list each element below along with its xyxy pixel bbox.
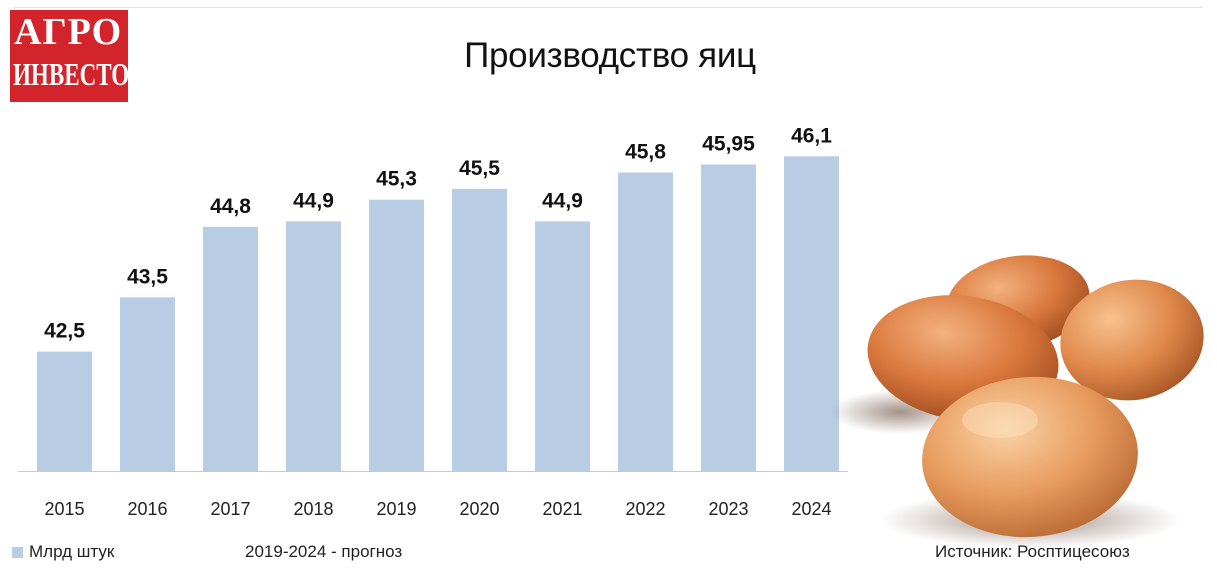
x-tick-2015: 2015 <box>44 499 84 519</box>
x-tick-labels-group: 2015 2016 2017 2018 2019 2020 2021 2022 2023 2024 <box>44 499 831 519</box>
x-tick-2017: 2017 <box>210 499 250 519</box>
data-label-2017: 44,8 <box>210 195 251 218</box>
bar-2017 <box>203 226 258 471</box>
data-label-2015: 42,5 <box>44 320 85 343</box>
bar-2018 <box>286 221 341 471</box>
x-tick-2020: 2020 <box>459 499 499 519</box>
logo-line-1: АГРО <box>14 11 123 53</box>
eggs-illustration <box>830 255 1204 548</box>
data-label-2024: 46,1 <box>791 124 832 147</box>
x-tick-2023: 2023 <box>708 499 748 519</box>
x-tick-2016: 2016 <box>127 499 167 519</box>
legend: Млрд штук <box>12 542 114 562</box>
bar-2024 <box>784 156 839 471</box>
data-label-2019: 45,3 <box>376 168 417 191</box>
x-tick-2018: 2018 <box>293 499 333 519</box>
chart-title: Производство яиц <box>464 36 756 75</box>
logo-line-2: ИНВЕСТОР <box>13 56 128 92</box>
legend-label: Млрд штук <box>29 542 115 561</box>
bar-2021 <box>535 221 590 471</box>
forecast-note: 2019-2024 - прогноз <box>245 542 403 561</box>
bar-2022 <box>618 172 673 471</box>
data-label-2018: 44,9 <box>293 189 334 212</box>
data-labels-group: 42,5 43,5 44,8 44,9 45,3 45,5 44,9 45,8 45,95 46,… <box>44 124 832 342</box>
bar-2023 <box>701 164 756 471</box>
top-divider <box>14 7 1203 8</box>
agroinvestor-logo: АГРО ИНВЕСТОР <box>10 10 128 102</box>
bar-2016 <box>120 297 175 471</box>
data-label-2023: 45,95 <box>702 132 755 155</box>
data-label-2021: 44,9 <box>542 189 583 212</box>
bar-2020 <box>452 188 507 471</box>
x-tick-2021: 2021 <box>542 499 582 519</box>
x-tick-2019: 2019 <box>376 499 416 519</box>
data-label-2022: 45,8 <box>625 141 666 164</box>
bars-group <box>37 156 839 471</box>
data-label-2016: 43,5 <box>127 265 168 288</box>
bar-2019 <box>369 199 424 471</box>
bar-2015 <box>37 351 92 471</box>
legend-swatch <box>12 546 23 558</box>
source-note: Источник: Росптицесоюз <box>935 542 1130 561</box>
data-label-2020: 45,5 <box>459 157 500 180</box>
x-tick-2024: 2024 <box>791 499 831 519</box>
x-tick-2022: 2022 <box>625 499 665 519</box>
